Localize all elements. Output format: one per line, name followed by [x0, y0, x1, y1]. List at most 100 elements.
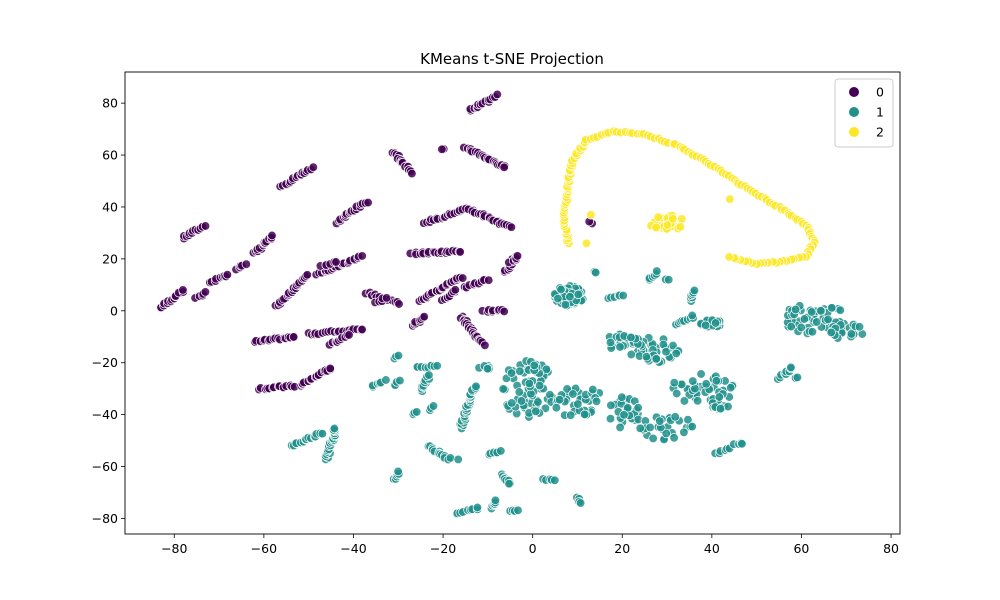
- data-point-cluster-2: [668, 214, 678, 224]
- y-tick-label: −80: [92, 511, 118, 526]
- y-tick-label: −40: [92, 407, 118, 422]
- data-point-cluster-1: [615, 422, 625, 433]
- data-point-cluster-1: [453, 454, 463, 465]
- data-point-cluster-1: [710, 318, 721, 328]
- data-point-cluster-1: [514, 387, 524, 397]
- data-point-cluster-1: [812, 317, 822, 327]
- data-point-cluster-1: [715, 404, 726, 414]
- data-point-cluster-1: [714, 392, 724, 402]
- data-point-cluster-1: [428, 401, 439, 411]
- data-point-cluster-1: [515, 366, 525, 376]
- data-point-cluster-2: [725, 194, 735, 204]
- data-point-cluster-1: [507, 398, 517, 408]
- data-point-cluster-0: [458, 273, 468, 283]
- data-point-cluster-0: [302, 270, 312, 280]
- data-point-cluster-1: [531, 406, 541, 416]
- data-point-cluster-0: [512, 251, 523, 261]
- data-point-cluster-1: [516, 396, 527, 406]
- data-point-cluster-0: [394, 299, 404, 309]
- data-point-cluster-1: [471, 381, 481, 391]
- data-point-cluster-1: [823, 314, 833, 325]
- data-point-cluster-0: [200, 287, 211, 297]
- data-point-cluster-0: [267, 230, 277, 241]
- data-point-cluster-1: [424, 370, 434, 380]
- data-point-cluster-1: [661, 347, 671, 357]
- data-point-cluster-0: [437, 144, 447, 154]
- data-point-cluster-1: [648, 433, 658, 444]
- data-point-cluster-1: [565, 292, 575, 302]
- data-point-cluster-1: [696, 369, 706, 379]
- data-point-cluster-1: [554, 395, 565, 405]
- y-tick-label: 0: [110, 303, 118, 318]
- data-point-cluster-1: [573, 289, 583, 300]
- data-point-cluster-0: [308, 162, 318, 172]
- data-point-cluster-2: [675, 222, 685, 232]
- data-point-cluster-1: [669, 378, 679, 388]
- data-point-cluster-2: [677, 214, 687, 224]
- data-point-cluster-0: [484, 275, 494, 285]
- data-point-cluster-0: [241, 259, 251, 269]
- legend-label: 2: [876, 125, 884, 140]
- data-point-cluster-1: [533, 397, 543, 407]
- data-point-cluster-1: [796, 322, 806, 333]
- x-tick-label: 80: [883, 541, 899, 556]
- data-point-cluster-2: [651, 222, 661, 232]
- data-point-cluster-1: [617, 392, 627, 402]
- data-point-cluster-1: [726, 383, 736, 393]
- data-point-cluster-1: [472, 502, 483, 513]
- y-axis: −80 −60 −40 −20 0 20 40 60 80: [92, 96, 125, 526]
- x-tick-label: −80: [161, 541, 187, 556]
- data-point-cluster-0: [222, 270, 233, 280]
- data-point-cluster-1: [827, 303, 837, 313]
- data-point-cluster-0: [381, 293, 392, 303]
- data-point-cluster-1: [664, 275, 674, 285]
- data-point-cluster-1: [700, 320, 711, 330]
- data-point-cluster-0: [419, 312, 429, 322]
- data-point-cluster-1: [551, 403, 562, 413]
- data-point-cluster-0: [331, 257, 341, 267]
- data-point-cluster-0: [455, 247, 465, 257]
- data-point-cluster-1: [381, 375, 391, 385]
- data-point-cluster-1: [689, 285, 700, 296]
- y-tick-label: 40: [102, 199, 118, 214]
- data-point-cluster-1: [790, 304, 801, 315]
- data-point-cluster-1: [711, 376, 722, 386]
- data-point-cluster-1: [701, 379, 711, 389]
- data-point-cluster-0: [357, 324, 367, 335]
- data-point-cluster-0: [480, 340, 490, 350]
- chart-title: KMeans t-SNE Projection: [420, 50, 604, 68]
- data-point-cluster-0: [325, 363, 335, 374]
- data-point-cluster-1: [566, 410, 576, 420]
- data-point-cluster-0: [288, 332, 299, 342]
- data-point-cluster-1: [573, 399, 583, 409]
- data-point-cluster-1: [835, 305, 845, 315]
- data-point-cluster-1: [799, 314, 810, 324]
- data-point-cluster-0: [363, 197, 373, 208]
- legend: 0 1 2: [834, 78, 894, 148]
- data-point-cluster-0: [200, 221, 211, 231]
- data-point-cluster-1: [556, 284, 566, 295]
- data-point-cluster-1: [329, 423, 340, 434]
- data-point-cluster-0: [178, 285, 188, 295]
- data-point-cluster-1: [606, 400, 616, 410]
- data-point-cluster-1: [490, 495, 501, 505]
- data-point-cluster-1: [652, 266, 662, 276]
- data-point-cluster-1: [618, 290, 628, 301]
- x-tick-label: −60: [251, 541, 277, 556]
- data-point-cluster-1: [529, 360, 539, 371]
- data-point-cluster-1: [541, 364, 552, 374]
- data-point-cluster-1: [854, 322, 865, 332]
- data-point-cluster-1: [826, 327, 836, 338]
- data-point-cluster-1: [482, 364, 493, 374]
- data-point-cluster-1: [605, 414, 616, 424]
- y-tick-label: −20: [92, 355, 118, 370]
- data-point-cluster-1: [687, 310, 697, 321]
- data-point-cluster-1: [792, 372, 803, 383]
- data-point-cluster-2: [653, 212, 663, 222]
- data-point-cluster-0: [344, 330, 354, 340]
- data-point-cluster-1: [605, 337, 616, 348]
- data-point-cluster-1: [513, 505, 523, 515]
- data-point-cluster-1: [671, 348, 681, 359]
- data-point-cluster-1: [575, 498, 586, 508]
